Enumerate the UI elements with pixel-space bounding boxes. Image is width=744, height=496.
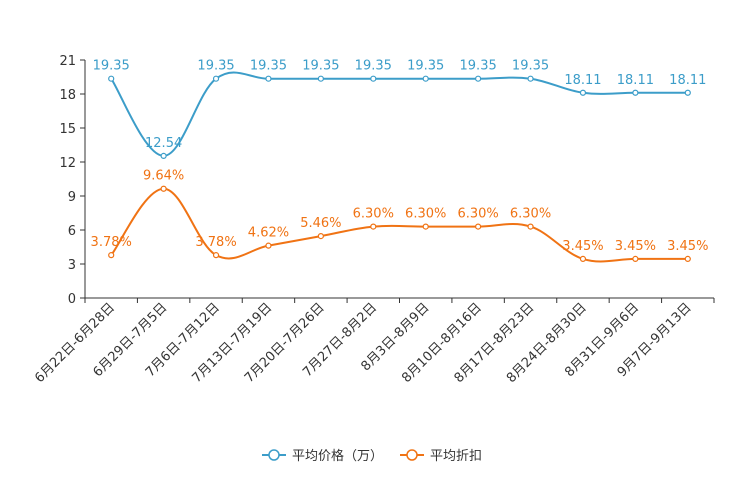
data-label: 3.45%: [667, 239, 708, 254]
legend-item-1: 平均折扣: [400, 449, 482, 464]
y-tick-label: 12: [59, 156, 76, 171]
legend-label: 平均价格（万）: [292, 448, 383, 464]
data-label: 4.62%: [248, 226, 289, 241]
data-label: 19.35: [197, 59, 234, 74]
data-point: [212, 75, 220, 82]
data-point: [632, 255, 639, 262]
data-label: 6.30%: [510, 207, 551, 222]
data-label: 6.30%: [457, 207, 498, 222]
data-point: [684, 89, 691, 96]
data-point: [579, 255, 587, 262]
data-point: [317, 75, 324, 82]
y-tick-label: 18: [59, 88, 76, 103]
data-label: 19.35: [302, 59, 339, 74]
y-tick-label: 3: [68, 258, 76, 273]
data-point: [160, 152, 167, 159]
y-tick-label: 15: [59, 122, 76, 137]
data-point: [265, 75, 272, 82]
data-label: 3.78%: [91, 235, 132, 250]
y-tick-label: 9: [68, 190, 76, 205]
data-label: 19.35: [250, 59, 287, 74]
data-point: [527, 75, 534, 82]
data-point: [212, 252, 220, 259]
data-point: [370, 223, 377, 230]
data-label: 18.11: [669, 73, 706, 88]
data-label: 6.30%: [405, 207, 446, 222]
series-layer: 19.35 12.54 19.35 19.35 19.35 19.35 19.35 19.35…: [91, 59, 708, 263]
data-label: 5.46%: [300, 216, 341, 231]
data-point: [475, 223, 482, 230]
data-label: 19.35: [512, 59, 549, 74]
data-label: 18.11: [564, 73, 601, 88]
data-label: 3.45%: [615, 239, 656, 254]
data-point: [108, 75, 115, 82]
y-tick-label: 0: [68, 292, 76, 307]
series-0: 19.35 12.54 19.35 19.35 19.35 19.35 19.35 19.35…: [93, 59, 706, 159]
data-label: 19.35: [460, 59, 497, 74]
data-point: [527, 223, 534, 230]
data-label: 19.35: [407, 59, 444, 74]
series-1: 3.78% 9.64% 3.78% 4.62% 5.46% 6.30% 6.30% 6.30%…: [91, 169, 708, 263]
legend-item-0: 平均价格（万）: [262, 448, 383, 464]
data-label: 3.45%: [562, 239, 603, 254]
data-point: [632, 89, 639, 96]
data-point: [422, 223, 429, 230]
y-tick-label: 6: [68, 224, 76, 239]
data-point: [160, 185, 167, 192]
data-label: 9.64%: [143, 169, 184, 184]
data-label: 3.78%: [195, 235, 236, 250]
legend: 平均价格（万） 平均折扣: [262, 448, 482, 464]
data-point: [579, 89, 587, 96]
data-label: 12.54: [145, 136, 182, 151]
legend-marker: [268, 449, 280, 461]
data-point: [317, 233, 324, 240]
data-point: [370, 75, 377, 82]
legend-marker: [406, 449, 418, 461]
data-point: [265, 242, 272, 249]
data-label: 6.30%: [353, 207, 394, 222]
data-label: 19.35: [355, 59, 392, 74]
data-point: [684, 255, 691, 262]
data-label: 18.11: [617, 73, 654, 88]
data-label: 19.35: [93, 59, 130, 74]
y-tick-label: 21: [59, 54, 76, 69]
data-point: [475, 75, 482, 82]
data-point: [422, 75, 429, 82]
data-point: [108, 252, 115, 259]
legend-label: 平均折扣: [430, 449, 482, 464]
